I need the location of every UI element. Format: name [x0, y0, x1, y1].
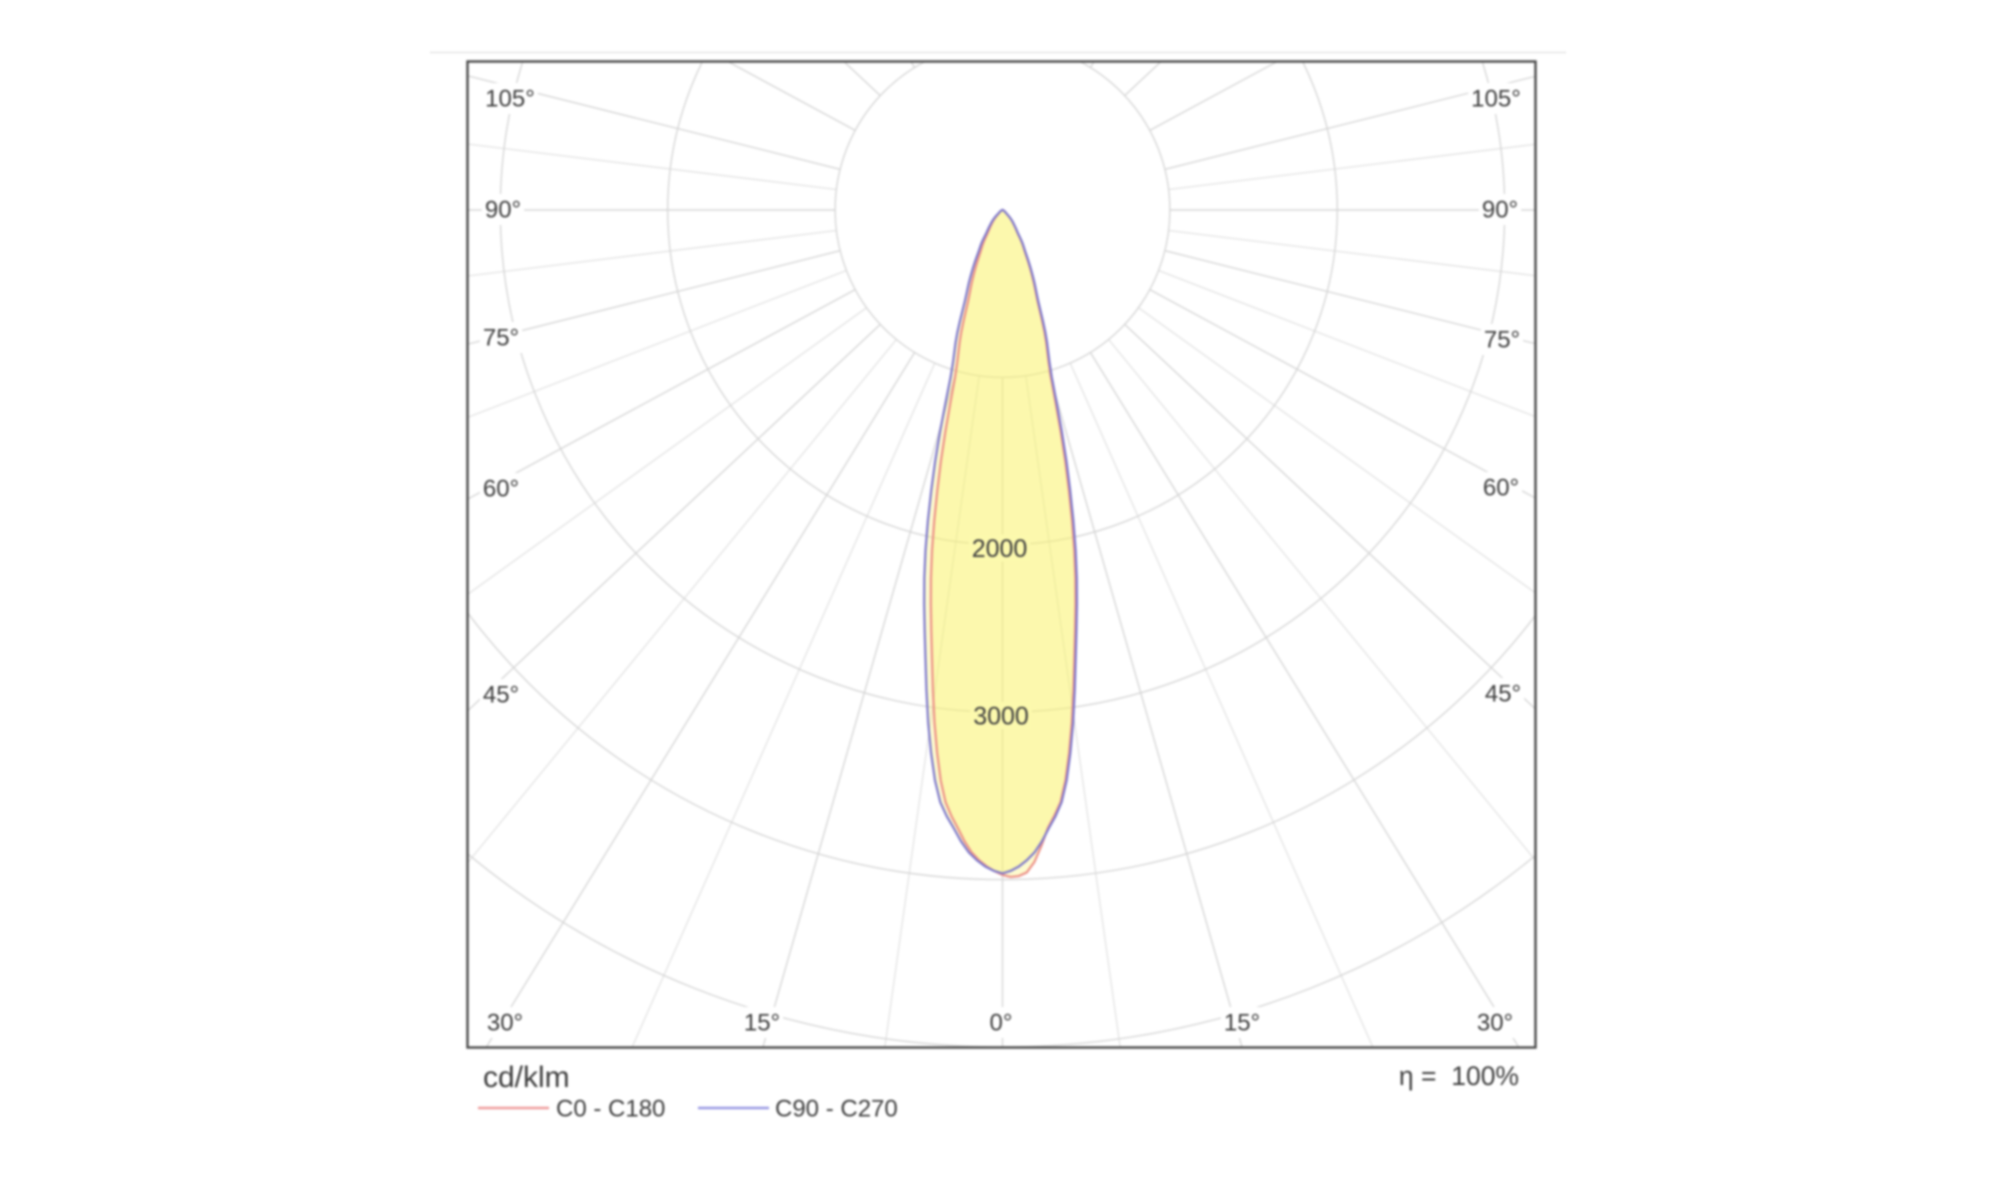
svg-text:75°: 75°: [483, 325, 519, 352]
svg-text:2000: 2000: [972, 535, 1028, 563]
svg-text:75°: 75°: [1484, 327, 1520, 354]
svg-text:15°: 15°: [1224, 1010, 1260, 1037]
svg-text:C0 - C180: C0 - C180: [556, 1096, 665, 1123]
svg-text:105°: 105°: [1471, 86, 1521, 113]
svg-text:C90 - C270: C90 - C270: [775, 1096, 898, 1123]
svg-text:60°: 60°: [483, 476, 519, 503]
svg-text:30°: 30°: [1477, 1010, 1513, 1037]
svg-text:cd/klm: cd/klm: [483, 1061, 570, 1094]
svg-text:0°: 0°: [990, 1010, 1013, 1037]
svg-text:3000: 3000: [973, 702, 1029, 730]
svg-text:45°: 45°: [1485, 681, 1521, 708]
svg-text:30°: 30°: [487, 1010, 523, 1037]
svg-text:105°: 105°: [485, 86, 535, 113]
svg-text:90°: 90°: [485, 197, 521, 224]
svg-text:45°: 45°: [483, 682, 519, 709]
svg-text:15°: 15°: [744, 1010, 780, 1037]
svg-text:60°: 60°: [1483, 475, 1519, 502]
svg-text:η = 100%: η = 100%: [1399, 1061, 1519, 1091]
svg-text:90°: 90°: [1482, 197, 1518, 224]
